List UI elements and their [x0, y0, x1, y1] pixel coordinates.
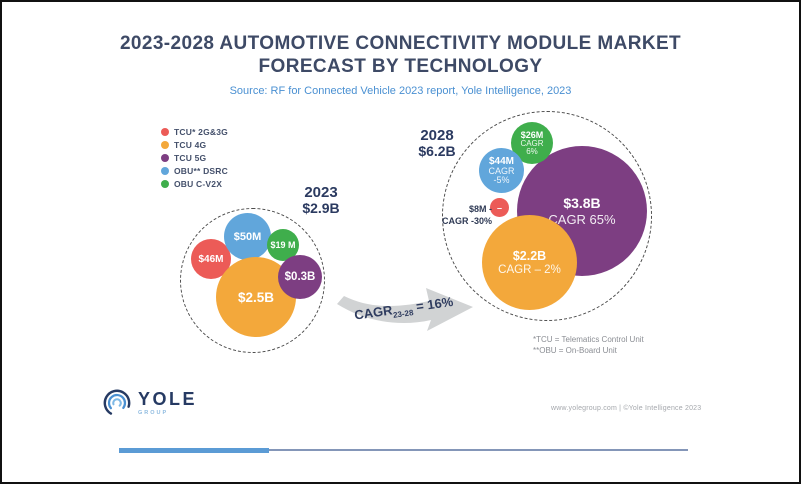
- year-2028: 2028: [420, 127, 454, 144]
- legend-label: TCU* 2G&3G: [174, 127, 228, 137]
- legend-dot-orange-icon: [161, 141, 169, 149]
- cluster-2028-label: 2028 $6.2B: [408, 128, 466, 159]
- bottom-rule-thick: [119, 448, 269, 453]
- bubble-2023-obu-cv2x: $19 M: [267, 229, 299, 261]
- yole-logo-icon: [103, 389, 131, 417]
- bubble-cagr: CAGR 6%: [520, 138, 544, 156]
- legend-dot-green-icon: [161, 180, 169, 188]
- yole-logo: YOLE GROUP: [102, 388, 197, 418]
- copyright-line: www.yolegroup.com | ©Yole Intelligence 2…: [551, 405, 702, 412]
- callout-value: $8M -: [468, 204, 492, 214]
- bubble-2028-obu-dsrc: $44M CAGR -5%: [479, 148, 524, 193]
- page-title: 2023-2028 AUTOMOTIVE CONNECTIVITY MODULE…: [2, 32, 799, 78]
- footnote-tcu: *TCU = Telematics Control Unit: [533, 335, 644, 344]
- title-line-1: 2023-2028 AUTOMOTIVE CONNECTIVITY MODULE…: [119, 33, 682, 54]
- bubble-cagr: CAGR – 2%: [498, 263, 561, 276]
- bubble-cagr: CAGR -5%: [488, 165, 515, 185]
- legend-item-tcu-5g: TCU 5G: [161, 152, 228, 164]
- source-subtitle: Source: RF for Connected Vehicle 2023 re…: [229, 85, 572, 97]
- bubble-value: $44M: [488, 155, 514, 167]
- legend-item-tcu-4g: TCU 4G: [161, 139, 228, 151]
- callout-2028-tcu-2g3g: $8M - CAGR -30%: [440, 204, 492, 227]
- logo-name: YOLE: [138, 389, 198, 409]
- bubble-2028-obu-cv2x: $26M CAGR 6%: [511, 122, 553, 164]
- bubble-value: $2.5B: [237, 289, 275, 305]
- legend-item-obu-dsrc: OBU** DSRC: [161, 165, 228, 177]
- bubble-value: $46M: [198, 253, 224, 265]
- bubble-2023-obu-dsrc: $50M: [224, 213, 271, 260]
- legend-dot-blue-icon: [161, 167, 169, 175]
- bubble-2023-tcu-5g: $0.3B: [278, 255, 322, 299]
- bubble-cagr: CAGR 65%: [548, 212, 616, 227]
- bubble-value: $2.2B: [512, 248, 547, 263]
- legend-label: TCU 5G: [174, 153, 207, 163]
- footnotes: *TCU = Telematics Control Unit **OBU = O…: [533, 335, 644, 356]
- legend-item-obu-cv2x: OBU C-V2X: [161, 178, 228, 190]
- bubble-dash: –: [496, 202, 502, 213]
- bubble-2028-tcu-4g: $2.2B CAGR – 2%: [482, 215, 577, 310]
- growth-arrow-icon: [337, 288, 473, 331]
- title-line-2: FORECAST BY TECHNOLOGY: [258, 56, 543, 77]
- year-2023: 2023: [304, 184, 338, 201]
- yole-logo-text: YOLE GROUP: [138, 388, 197, 416]
- footnote-obu: **OBU = On-Board Unit: [533, 345, 617, 355]
- cluster-2023-boundary: [180, 208, 325, 353]
- total-2023: $2.9B: [302, 200, 340, 216]
- legend-label: OBU C-V2X: [174, 179, 223, 189]
- cluster-2028-boundary: [442, 111, 652, 321]
- bubble-value: $26M: [520, 129, 544, 140]
- arrow-shape: [337, 288, 473, 331]
- bubble-value: $3.8B: [563, 195, 601, 211]
- bubble-2028-tcu-2g3g: –: [490, 198, 509, 217]
- bottom-rule-thin: [269, 449, 688, 451]
- bubble-value: $50M: [233, 230, 262, 243]
- bubble-value: $0.3B: [284, 271, 316, 283]
- legend-item-tcu-2g3g: TCU* 2G&3G: [161, 126, 228, 138]
- callout-cagr: CAGR -30%: [441, 215, 492, 226]
- cluster-2023-label: 2023 $2.9B: [295, 185, 347, 216]
- legend-dot-red-icon: [161, 128, 169, 136]
- legend: TCU* 2G&3G TCU 4G TCU 5G OBU** DSRC OBU …: [161, 126, 228, 191]
- bubble-value: $19 M: [270, 239, 296, 250]
- legend-label: TCU 4G: [174, 140, 207, 150]
- legend-label: OBU** DSRC: [174, 166, 228, 176]
- total-2028: $6.2B: [418, 143, 456, 159]
- logo-subtitle: GROUP: [138, 410, 169, 416]
- legend-dot-purple-icon: [161, 154, 169, 162]
